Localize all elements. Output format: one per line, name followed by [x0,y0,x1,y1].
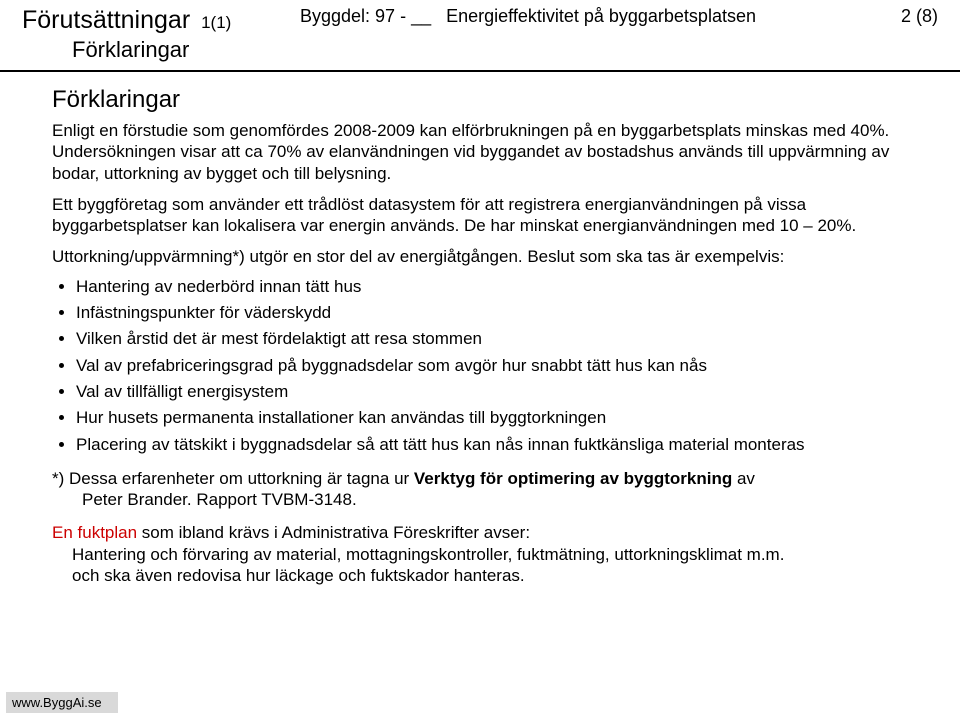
header-subtitle: Förklaringar [72,37,231,63]
header-center-main: Energieffektivitet på byggarbetsplatsen [446,6,756,26]
header-left: Förutsättningar 1(1) Förklaringar [0,0,231,63]
bullet-item: Infästningspunkter för väderskydd [76,300,930,326]
bullet-item: Vilken årstid det är mest fördelaktigt a… [76,326,930,352]
fuktplan-indent1: Hantering och förvaring av material, mot… [72,544,930,565]
title-main: Förutsättningar [22,6,190,34]
bullet-item: Val av prefabriceringsgrad på byggnadsde… [76,353,930,379]
paragraph-3: Uttorkning/uppvärmning*) utgör en stor d… [52,246,930,267]
fuktplan-red: En fuktplan [52,523,137,542]
footnote-line2: Peter Brander. Rapport TVBM-3148. [82,489,930,510]
site-footer: www.ByggAi.se [6,692,118,713]
page-header: Förutsättningar 1(1) Förklaringar Byggde… [0,0,960,72]
fuktplan-indent2: och ska även redovisa hur läckage och fu… [72,565,930,586]
fuktplan-rest: som ibland krävs i Administrativa Föresk… [137,523,530,542]
content: Förklaringar Enligt en förstudie som gen… [52,86,930,586]
fuktplan-block: En fuktplan som ibland krävs i Administr… [52,522,930,586]
paragraph-2: Ett byggföretag som använder ett trådlös… [52,194,930,237]
bullet-item: Val av tillfälligt energisystem [76,379,930,405]
header-center-prefix: Byggdel: 97 - __ [300,6,431,26]
footnote-prefix: *) Dessa erfarenheter om uttorkning är t… [52,469,414,488]
footnote-bold: Verktyg för optimering av byggtorkning [414,469,732,488]
header-title: Förutsättningar 1(1) [22,6,231,35]
footnote: *) Dessa erfarenheter om uttorkning är t… [52,468,930,511]
bullet-item: Placering av tätskikt i byggnadsdelar så… [76,432,930,458]
bullet-item: Hur husets permanenta installationer kan… [76,405,930,431]
header-center: Byggdel: 97 - __ Energieffektivitet på b… [300,6,756,27]
document-page: Förutsättningar 1(1) Förklaringar Byggde… [0,0,960,719]
title-sub: 1(1) [201,13,231,32]
paragraph-1: Enligt en förstudie som genomfördes 2008… [52,120,930,184]
header-page-number: 2 (8) [901,6,938,27]
bullet-item: Hantering av nederbörd innan tätt hus [76,274,930,300]
section-heading: Förklaringar [52,86,930,114]
footnote-suffix: av [732,469,755,488]
bullet-list: Hantering av nederbörd innan tätt hus In… [52,274,930,458]
